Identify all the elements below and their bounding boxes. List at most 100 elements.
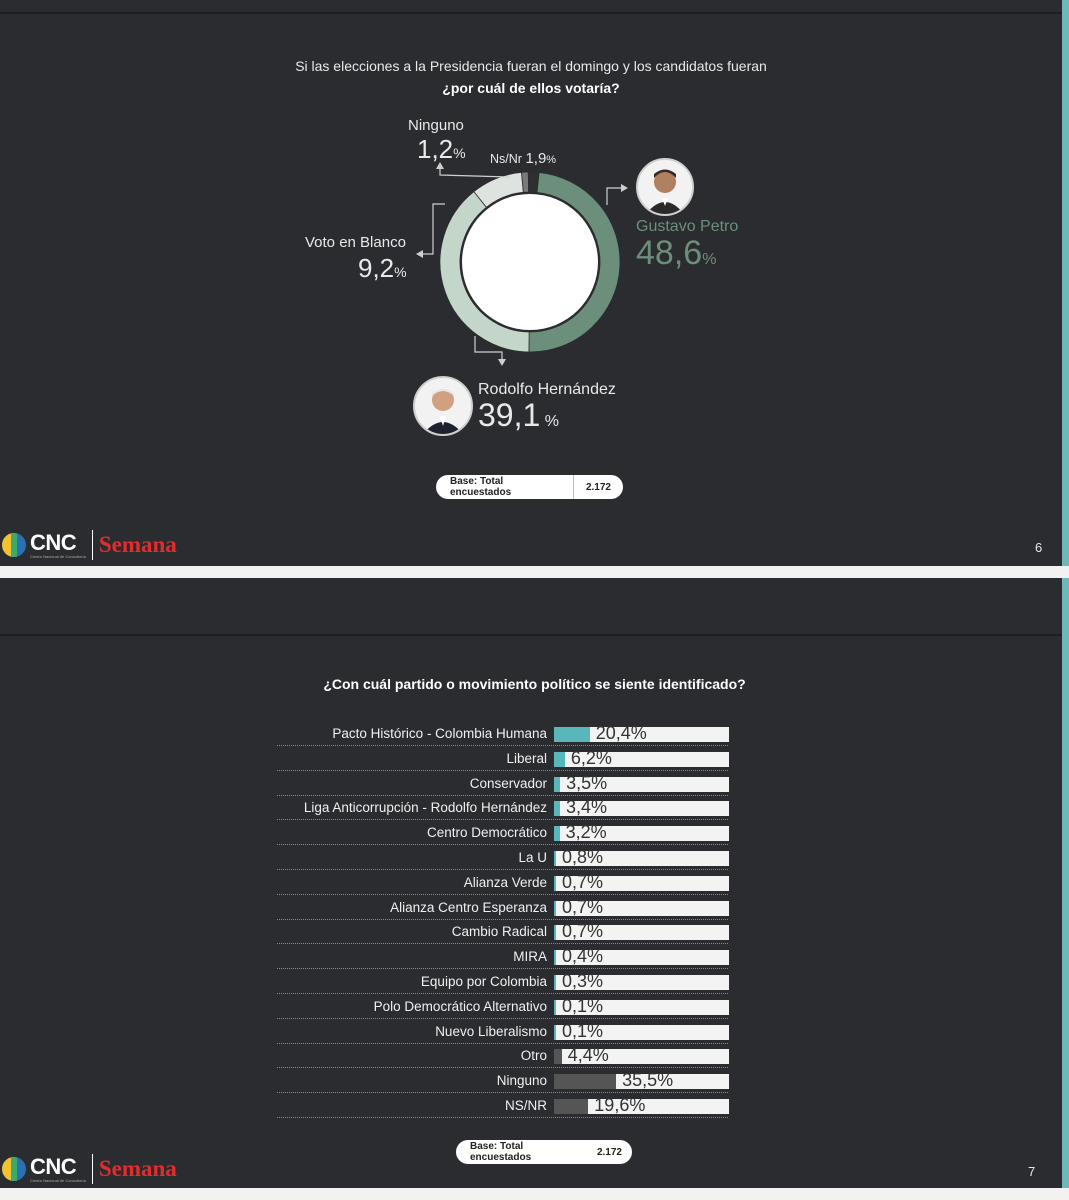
accent-bar xyxy=(1062,0,1069,566)
bar-track: 0,8% xyxy=(554,847,729,867)
bar-track: 0,7% xyxy=(554,921,729,941)
bar-value-label: 0,1% xyxy=(562,1020,604,1041)
slide-top-divider xyxy=(0,634,1062,636)
slide-top-divider xyxy=(0,12,1062,14)
bar-category-label: Cambio Radical xyxy=(451,924,547,940)
bar-track: 0,4% xyxy=(554,946,729,966)
bar-track: 6,2% xyxy=(554,748,729,768)
bar-value-label: 3,2% xyxy=(565,822,607,843)
bar-category-label: NS/NR xyxy=(504,1098,547,1113)
leader-blanco xyxy=(420,203,445,255)
bar-value-label: 0,3% xyxy=(562,971,604,991)
bar-track: 0,7% xyxy=(554,872,729,892)
row-divider xyxy=(277,1067,728,1069)
base-value: 2.172 xyxy=(585,481,611,493)
bar xyxy=(554,727,590,742)
page-number: 7 xyxy=(1028,1164,1036,1179)
cnc-logo-text: CNC xyxy=(30,1153,77,1179)
row-divider xyxy=(277,844,728,846)
label-hernandez-value: 39,1 % xyxy=(478,397,559,433)
bar xyxy=(554,950,556,966)
bar xyxy=(554,851,556,866)
hernandez-photo xyxy=(413,376,473,436)
bar-track: 35,5% xyxy=(554,1070,729,1090)
bar-category-label: Pacto Histórico - Colombia Humana xyxy=(332,726,547,741)
label-blanco-name: Voto en Blanco xyxy=(305,234,406,251)
bar xyxy=(554,801,560,817)
bar-track: 3,2% xyxy=(554,822,729,842)
donut-chart xyxy=(416,162,628,366)
bar-track: 0,1% xyxy=(554,996,729,1016)
label-petro-name: Gustavo Petro xyxy=(636,218,739,235)
bar-category-label: Liberal xyxy=(506,750,547,766)
label-petro-value: 48,6% xyxy=(636,234,717,272)
page-number: 6 xyxy=(1035,540,1043,555)
bar-track: 4,4% xyxy=(554,1045,729,1065)
row-divider xyxy=(277,943,728,945)
row-divider xyxy=(277,1042,728,1044)
row-divider xyxy=(277,769,728,771)
bar-category-label: Equipo por Colombia xyxy=(420,974,547,989)
base-label: Base: Total encuestados xyxy=(450,476,512,498)
bar xyxy=(554,1099,589,1114)
semana-logo: Semana xyxy=(98,1156,177,1181)
cnc-logo-subtitle: Centro Nacional de Consultoría xyxy=(30,1177,86,1183)
bar xyxy=(554,875,556,891)
row-divider xyxy=(277,993,728,994)
bar-value-label: 35,5% xyxy=(622,1070,674,1091)
bar-value-label: 0,8% xyxy=(562,847,604,867)
donut-center xyxy=(462,194,598,330)
bar xyxy=(554,999,556,1015)
bar-value-label: 20,4% xyxy=(595,723,647,743)
leader-petro xyxy=(606,187,622,205)
cnc-logo-icon xyxy=(2,533,26,557)
row-divider xyxy=(277,1092,728,1094)
bar-category-label: Centro Democrático xyxy=(426,825,547,841)
bar-value-label: 4,4% xyxy=(567,1045,609,1066)
leader-arrowheads xyxy=(416,162,628,366)
row-divider xyxy=(277,794,728,796)
question-line-2: ¿por cuál de ellos votaría? xyxy=(442,80,620,96)
bar-value-label: 3,5% xyxy=(566,772,608,793)
bar-category-label: Ninguno xyxy=(496,1073,547,1089)
slide-6: Si las elecciones a la Presidencia fuera… xyxy=(0,0,1062,566)
bar-category-label: MIRA xyxy=(513,949,547,965)
bar xyxy=(554,776,561,792)
bar-track: 0,7% xyxy=(554,897,729,917)
base-pill: Base: Total encuestados 2.172 xyxy=(436,475,623,499)
leader-hernandez xyxy=(474,336,503,362)
bar-value-label: 6,2% xyxy=(570,747,612,768)
bar-track: 20,4% xyxy=(554,723,729,743)
bar-category-label: La U xyxy=(518,850,547,865)
bar-category-label: Alianza Verde xyxy=(463,874,547,890)
question-line-1: Si las elecciones a la Presidencia fuera… xyxy=(295,58,767,74)
label-nsnr: Ns/Nr 1,9% xyxy=(490,150,557,167)
bar-category-label: Nuevo Liberalismo xyxy=(435,1023,547,1039)
cnc-logo-text: CNC xyxy=(30,529,77,555)
base-value: 2.172 xyxy=(596,1146,622,1158)
bar-value-label: 0,7% xyxy=(562,921,604,942)
slide-7 xyxy=(0,578,1062,1188)
label-blanco-value: 9,2% xyxy=(358,253,407,283)
bar-category-label: Conservador xyxy=(469,775,547,791)
accent-bar xyxy=(1062,578,1069,1188)
bar-value-label: 0,1% xyxy=(562,995,604,1016)
label-ninguno-value: 1,2% xyxy=(417,134,466,164)
bar-category-label: Otro xyxy=(520,1048,547,1064)
footer-logos: CNC Centro Nacional de Consultoría Seman… xyxy=(2,1154,177,1184)
bar-value-label: 3,4% xyxy=(565,797,607,818)
question-party: ¿Con cuál partido o movimiento político … xyxy=(323,676,746,692)
petro-photo xyxy=(636,158,694,216)
row-divider xyxy=(277,1117,728,1118)
donut-slice-ns-nr xyxy=(527,171,540,193)
bar-track: 0,3% xyxy=(554,971,729,991)
bar xyxy=(554,925,556,941)
row-divider xyxy=(277,893,728,895)
bar-value-label: 0,7% xyxy=(562,871,604,892)
bar xyxy=(554,826,560,842)
bar-category-label: Polo Democrático Alternativo xyxy=(373,998,547,1014)
bar-category-label: Alianza Centro Esperanza xyxy=(390,899,547,915)
bar-track: 0,1% xyxy=(554,1021,729,1041)
bar xyxy=(554,1074,617,1090)
bar xyxy=(554,751,565,767)
